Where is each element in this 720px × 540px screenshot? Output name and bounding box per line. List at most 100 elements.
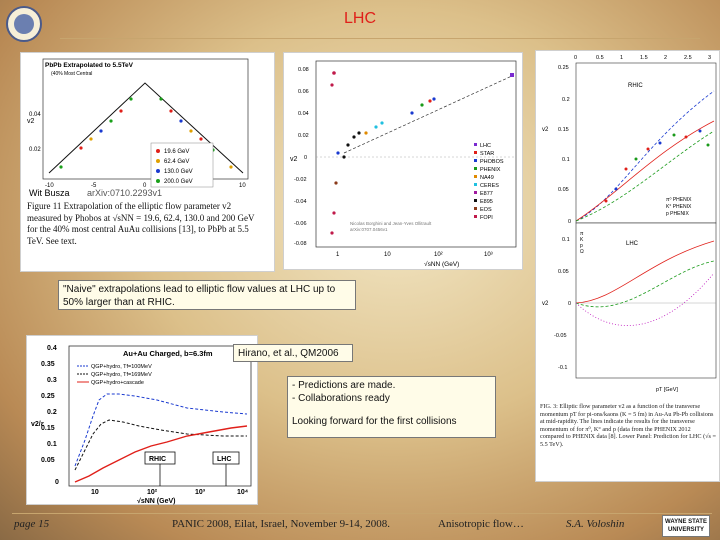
svg-text:π: π (580, 231, 584, 237)
hirano-ylabel: v2/ε (31, 421, 45, 428)
svg-text:10: 10 (384, 252, 391, 258)
excitation-trend-line (343, 74, 515, 154)
svg-text:3: 3 (708, 55, 711, 61)
busza-legend-marker-2 (156, 169, 160, 173)
svg-text:-0.06: -0.06 (294, 221, 307, 227)
hirano-xticks: 10 10² 10³ 10⁴ (91, 489, 249, 496)
v2-pt-bottom-curve-3 (575, 272, 715, 326)
v2-pt-bottom-legend: π K p Ω (580, 231, 584, 255)
svg-text:CERES: CERES (480, 183, 499, 189)
svg-text:10³: 10³ (195, 489, 206, 496)
svg-text:10³: 10³ (484, 252, 493, 258)
svg-text:0.15: 0.15 (41, 425, 55, 432)
hirano-legend: QGP+hydro, Tf=100MeV QGP+hydro, Tf=169Me… (77, 364, 152, 386)
excitation-legend-marker-5 (474, 183, 477, 186)
svg-text:QGP+hydro, Tf=169MeV: QGP+hydro, Tf=169MeV (91, 372, 152, 378)
svg-text:1: 1 (620, 55, 623, 61)
busza-ylabel: v2 (27, 118, 35, 125)
svg-text:0.1: 0.1 (562, 157, 570, 163)
busza-author: Wit Busza (29, 188, 70, 198)
wayne-state-logo: WAYNE STATE UNIVERSITY (662, 515, 710, 537)
footer-topic: Anisotropic flow… (438, 518, 524, 530)
svg-text:0.4: 0.4 (47, 345, 57, 352)
svg-text:p: p (580, 243, 583, 249)
hirano-lhc-label: LHC (217, 456, 231, 463)
v2-pt-top-curve-2 (575, 120, 715, 222)
svg-text:p PHENIX: p PHENIX (666, 211, 689, 217)
svg-text:0.5: 0.5 (596, 55, 604, 61)
v2-pt-bottom-yticks: 0.1 0.05 0 -0.05 -0.1 (554, 237, 571, 371)
busza-figure: PbPb Extrapolated to 5.5TeV (40% Most Ce… (20, 52, 275, 272)
svg-text:0.06: 0.06 (298, 89, 309, 95)
svg-text:1: 1 (336, 252, 340, 258)
v2-pt-ylabel-top: v2 (542, 127, 549, 133)
svg-text:-0.02: -0.02 (294, 177, 307, 183)
predictions-line-2: - Collaborations ready (292, 393, 390, 404)
svg-text:QGP+hydro, Tf=100MeV: QGP+hydro, Tf=100MeV (91, 364, 152, 370)
excitation-legend: LHC STAR PHOBOS PHENIX NA49 CERES E877 E… (474, 143, 504, 221)
excitation-legend-marker-1 (474, 151, 477, 154)
bottom-divider (12, 513, 712, 514)
svg-text:10²: 10² (147, 489, 158, 496)
svg-text:0.1: 0.1 (562, 237, 570, 243)
svg-text:E895: E895 (480, 199, 493, 205)
v2-pt-bottom-curve-1 (575, 240, 715, 304)
excitation-legend-marker-8 (474, 207, 477, 210)
svg-text:Ω: Ω (580, 249, 584, 255)
svg-text:PHENIX: PHENIX (480, 167, 501, 173)
top-divider (60, 38, 700, 39)
excitation-legend-marker-6 (474, 191, 477, 194)
svg-text:0.25: 0.25 (41, 393, 55, 400)
svg-text:0.08: 0.08 (298, 67, 309, 73)
svg-text:1.5: 1.5 (640, 55, 648, 61)
svg-text:0.2: 0.2 (47, 409, 57, 416)
svg-text:2.5: 2.5 (684, 55, 692, 61)
svg-text:0.2: 0.2 (562, 97, 570, 103)
busza-xtick-4: 10 (239, 183, 246, 189)
svg-text:0: 0 (568, 301, 571, 307)
excitation-legend-marker-2 (474, 159, 477, 162)
busza-ytick-0: 0.04 (29, 112, 41, 118)
busza-plot: PbPb Extrapolated to 5.5TeV (40% Most Ce… (27, 58, 249, 198)
v2-pt-top-xticks: 0 0.5 1 1.5 2 2.5 3 (574, 55, 711, 61)
busza-legend-2: 130.0 GeV (164, 169, 193, 175)
busza-legend-1: 62.4 GeV (164, 159, 189, 165)
svg-text:2: 2 (664, 55, 667, 61)
svg-text:0.02: 0.02 (298, 133, 309, 139)
svg-text:-0.1: -0.1 (558, 365, 567, 371)
svg-text:K: K (580, 237, 584, 243)
busza-ytick-1: 0.02 (29, 147, 41, 153)
v2-pt-xlabel: pT [GeV] (656, 387, 678, 393)
excitation-legend-marker-9 (474, 215, 477, 218)
svg-text:10²: 10² (434, 252, 443, 258)
svg-text:0.35: 0.35 (41, 361, 55, 368)
excitation-plot: v2 0.08 0.06 0.04 0.02 0 -0.02 -0.04 -0.… (290, 60, 517, 268)
conference-logo-icon (6, 6, 42, 42)
hirano-rhic-label: RHIC (149, 456, 166, 463)
svg-text:0.15: 0.15 (558, 127, 569, 133)
busza-xtick-0: -10 (45, 183, 54, 189)
v2-pt-caption: FIG. 3: Elliptic flow parameter v2 as a … (540, 403, 716, 448)
wsu-logo-line2: UNIVERSITY (667, 527, 704, 533)
excitation-ylabel: v2 (290, 156, 298, 163)
busza-legend-3: 200.0 GeV (164, 179, 193, 185)
v2-pt-figure: 0 0.5 1 1.5 2 2.5 3 0.25 0.2 0.15 0.1 0.… (535, 50, 720, 482)
svg-text:NA49: NA49 (480, 175, 494, 181)
svg-text:LHC: LHC (480, 143, 491, 149)
predictions-note: - Predictions are made. - Collaborations… (287, 376, 496, 438)
svg-text:0.05: 0.05 (41, 457, 55, 464)
hirano-curve-cascade (74, 425, 248, 483)
svg-text:-0.04: -0.04 (294, 199, 307, 205)
busza-legend-box (150, 142, 214, 188)
v2-pt-top-legend: π⁰ PHENIX K° PHENIX p PHENIX (666, 197, 692, 217)
svg-text:-0.05: -0.05 (554, 333, 567, 339)
v2-pt-top-curve-3 (575, 130, 715, 222)
footer-author: S.A. Voloshin (566, 518, 625, 530)
svg-text:E877: E877 (480, 191, 493, 197)
hirano-curve-tf169 (74, 419, 247, 471)
busza-points (59, 97, 233, 169)
looking-forward-line: Looking forward for the first collisions (292, 416, 457, 427)
v2-pt-lhc-label: LHC (626, 241, 639, 247)
footer-conference: PANIC 2008, Eilat, Israel, November 9-14… (172, 518, 391, 530)
